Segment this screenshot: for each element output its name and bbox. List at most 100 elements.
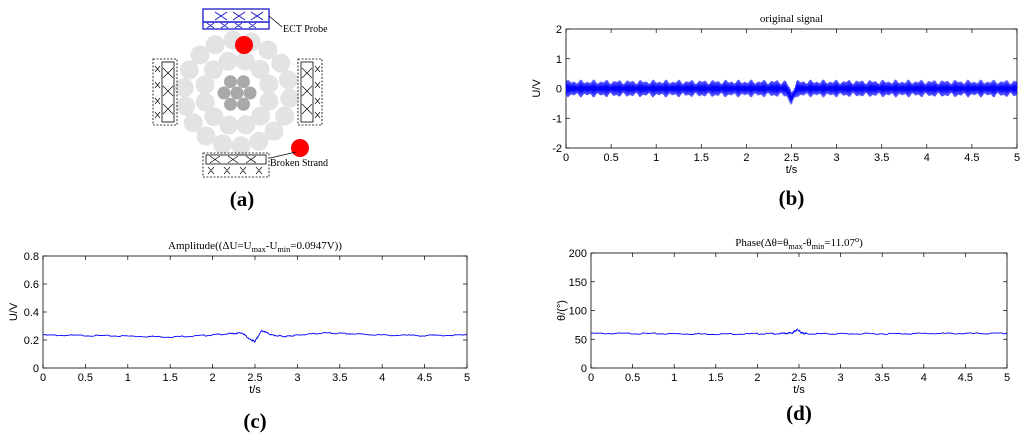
core-strand	[224, 97, 237, 111]
core-strand	[224, 75, 237, 89]
outer-strand	[183, 113, 203, 133]
middle-strand	[203, 60, 223, 80]
ect-probe-top	[202, 8, 283, 30]
x-axis-label: t/s	[786, 164, 798, 176]
x-tick-label: 0.5	[625, 372, 640, 384]
y-tick-label: 0.6	[24, 279, 39, 291]
chart-original-signal: 0 0.5 1 1.5 2 2.5 3 3.5 4 4.5 5 -2 -1 0 1 2 t/s U/V origin…	[531, 13, 1020, 210]
core-strand	[243, 86, 257, 100]
ect-probe-bottom	[202, 152, 270, 178]
x-tick-label: 3.5	[875, 372, 890, 384]
broken-strand-bottom	[291, 139, 309, 157]
panel-label: (b)	[779, 186, 805, 210]
x-tick-label: 4	[924, 152, 930, 164]
x-tick-label: 1	[125, 372, 131, 384]
x-tick-label: 3	[834, 152, 840, 164]
y-tick-label: 0.2	[24, 335, 39, 347]
x-tick-label: 4.5	[964, 152, 979, 164]
y-tick-label: 150	[569, 277, 587, 289]
y-tick-label: 0.4	[24, 307, 39, 319]
middle-strand	[195, 92, 215, 112]
x-tick-label: 0.5	[603, 152, 618, 164]
x-tick-label: 1.5	[163, 372, 178, 384]
x-tick-label: 0	[40, 372, 46, 384]
core-strand	[230, 86, 244, 100]
outer-strand	[174, 78, 194, 98]
middle-strand	[259, 74, 279, 94]
y-tick-label: 0.8	[24, 251, 39, 263]
outer-strand	[176, 96, 196, 116]
outer-strand	[271, 53, 291, 73]
x-tick-label: 4.5	[958, 372, 973, 384]
chart-phase: 0 0.5 1 1.5 2 2.5 3 3.5 4 4.5 5050100150200t/sθ/(°…	[556, 235, 1010, 425]
x-tick-label: 2.5	[247, 372, 262, 384]
outer-strand	[264, 121, 284, 141]
x-axis-label: t/s	[249, 384, 261, 396]
y-tick-label: 0	[556, 84, 562, 96]
y-tick-label: 2	[556, 24, 562, 36]
outer-strand	[190, 45, 210, 65]
middle-strand	[250, 59, 270, 79]
outer-strand	[258, 40, 278, 60]
x-tick-label: 4.5	[417, 372, 432, 384]
middle-strand	[195, 75, 215, 95]
series-line	[590, 328, 1008, 336]
outer-strand	[280, 88, 300, 108]
core-strand	[217, 86, 231, 100]
y-tick-label: 100	[569, 306, 587, 318]
x-tick-label: 2.5	[791, 372, 806, 384]
chart-amplitude: 0 0.5 1 1.5 2 2.5 3 3.5 4 4.5 5 0 0.2 0.4 0.6 0.8 t/s U/V…	[8, 240, 470, 433]
x-tick-label: 4	[379, 372, 385, 384]
outer-strand	[179, 60, 199, 80]
outer-strand	[278, 70, 298, 90]
x-tick-label: 0.5	[78, 372, 93, 384]
middle-strand	[251, 106, 271, 126]
x-tick-label: 1.5	[694, 152, 709, 164]
middle-strand	[259, 91, 279, 111]
panel-a-label: (a)	[230, 187, 255, 211]
core-strand	[237, 75, 250, 89]
cable-cross-section	[174, 30, 300, 156]
outer-strand	[213, 134, 233, 154]
x-tick-label: 0	[563, 152, 569, 164]
y-tick-label: 0	[33, 363, 39, 375]
x-tick-label: 2	[754, 372, 760, 384]
ect-probe-right	[297, 58, 323, 126]
outer-strand	[249, 131, 269, 151]
x-tick-label: 0	[588, 372, 594, 384]
x-tick-label: 1.5	[708, 372, 723, 384]
middle-strand	[235, 51, 255, 71]
chart-title: original signal	[760, 13, 823, 25]
x-tick-label: 3.5	[874, 152, 889, 164]
broken-strand-label: Broken Strand	[270, 158, 328, 169]
x-tick-label: 5	[464, 372, 470, 384]
chart-title: Phase(Δθ=θmax-θmin=11.07o)	[735, 235, 863, 251]
chart-title: Amplitude((ΔU=Umax-Umin=0.0947V))	[168, 240, 342, 254]
y-tick-label: -2	[552, 143, 562, 155]
y-axis-label: U/V	[531, 79, 543, 98]
outer-strand	[205, 35, 225, 55]
x-tick-label: 2	[210, 372, 216, 384]
x-tick-label: 2.5	[784, 152, 799, 164]
x-tick-label: 2	[743, 152, 749, 164]
y-tick-label: 50	[575, 334, 587, 346]
outer-strand	[196, 126, 216, 146]
plot-frame	[590, 252, 1008, 369]
y-axis-label: θ/(°)	[556, 300, 568, 321]
core-strand	[237, 97, 250, 111]
series-line	[42, 329, 468, 343]
middle-strand	[219, 115, 239, 135]
y-axis-label: U/V	[8, 302, 20, 321]
x-tick-label: 3	[838, 372, 844, 384]
outer-strand	[231, 136, 251, 156]
x-tick-label: 3.5	[332, 372, 347, 384]
y-tick-label: -1	[552, 113, 562, 125]
outer-strand	[275, 106, 295, 126]
ect-probe-left	[152, 58, 178, 126]
y-tick-label: 200	[569, 248, 587, 260]
middle-strand	[204, 107, 224, 127]
panel-label: (d)	[786, 401, 812, 425]
x-tick-label: 1	[653, 152, 659, 164]
panel-a-schematic: ECT Probe Broken Strand (a)	[152, 8, 328, 211]
